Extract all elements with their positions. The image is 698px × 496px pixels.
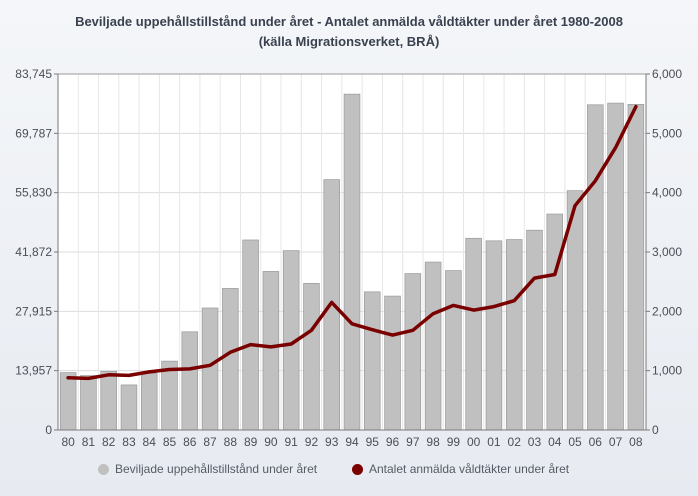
bar [424,261,442,431]
x-tick-label: 95 [366,435,380,449]
bar [404,273,422,431]
chart-title-block: Beviljade uppehållstillstånd under året … [0,12,698,52]
legend-item-bars: Beviljade uppehållstillstånd under året [98,462,317,476]
bar [546,213,564,431]
bar [627,104,645,431]
legend-label-bars: Beviljade uppehållstillstånd under året [115,462,318,476]
x-tick-label: 89 [244,435,258,449]
x-tick-label: 82 [102,435,116,449]
legend-marker-bars [98,463,109,475]
right-tick-label: 2,000 [652,304,682,318]
bar-series [59,93,645,431]
bar [587,104,604,431]
x-tick-label: 07 [609,435,623,449]
bar [100,370,117,431]
x-tick-label: 81 [82,435,96,449]
bar [181,331,199,431]
bar [303,282,320,431]
bar [222,288,239,431]
right-tick-label: 5,000 [652,126,682,140]
left-tick-label: 69,787 [15,126,52,140]
x-tick-label: 94 [345,435,359,449]
x-tick-label: 04 [548,435,562,449]
x-tick-label: 83 [122,435,136,449]
x-tick-label: 84 [143,435,157,449]
x-tick-label: 80 [61,435,75,449]
bar [80,375,97,431]
right-tick-label: 3,000 [652,245,682,259]
bar [485,240,503,431]
chart-title: Beviljade uppehållstillstånd under året … [75,14,623,29]
left-tick-label: 0 [45,423,52,437]
bar [59,372,77,431]
bar [242,239,259,431]
right-tick-label: 4,000 [652,186,682,200]
bar [120,384,138,431]
x-tick-label: 99 [447,435,461,449]
right-axis-ticks: 0 1,000 2,000 3,000 4,000 5,000 6,000 [646,67,682,437]
left-tick-label: 55,830 [15,186,52,200]
rape-reports-line [66,104,638,381]
legend: Beviljade uppehållstillstånd under året … [0,462,698,482]
bar [465,237,482,431]
x-tick-label: 87 [203,435,217,449]
x-tick-label: 96 [386,435,400,449]
bar [445,270,462,431]
left-tick-label: 27,915 [15,304,52,318]
chart-subtitle: (källa Migrationsverket, BRÅ) [258,34,440,49]
x-tick-label: 92 [305,435,319,449]
x-tick-label: 86 [183,435,197,449]
left-axis-ticks: 0 13,957 27,915 41,872 55,830 69,787 83,745 [15,67,58,437]
x-tick-label: 00 [467,435,481,449]
x-tick-label: 88 [224,435,238,449]
bar [384,295,401,431]
bar [607,102,624,431]
right-tick-label: 1,000 [652,364,682,378]
x-tick-label: 98 [426,435,440,449]
x-tick-label: 06 [589,435,603,449]
x-tick-label: 02 [508,435,522,449]
x-axis-ticks: 80 81 82 83 84 85 86 87 88 89 90 91 92 93 94 95 96 97 98 99… [61,435,642,449]
x-tick-label: 01 [487,435,501,449]
x-tick-label: 93 [325,435,339,449]
bar [526,229,543,431]
x-tick-label: 08 [629,435,643,449]
left-tick-label: 41,872 [15,245,52,259]
bar [505,239,523,431]
bar [262,271,280,431]
line-series [66,104,638,381]
left-tick-label: 13,957 [15,364,52,378]
legend-label-line: Antalet anmälda våldtäkter under året [369,462,570,476]
x-tick-label: 85 [163,435,177,449]
x-tick-label: 90 [264,435,278,449]
bar [364,291,381,431]
x-tick-label: 97 [406,435,420,449]
right-tick-label: 6,000 [652,67,682,81]
legend-marker-line [352,463,363,475]
bar [140,373,158,431]
x-tick-label: 03 [528,435,542,449]
bar [343,93,361,431]
bar [201,307,219,431]
x-tick-label: 91 [284,435,298,449]
right-tick-label: 0 [652,423,659,437]
legend-item-line: Antalet anmälda våldtäkter under året [352,462,569,476]
left-tick-label: 83,745 [15,67,52,81]
x-tick-label: 05 [568,435,582,449]
